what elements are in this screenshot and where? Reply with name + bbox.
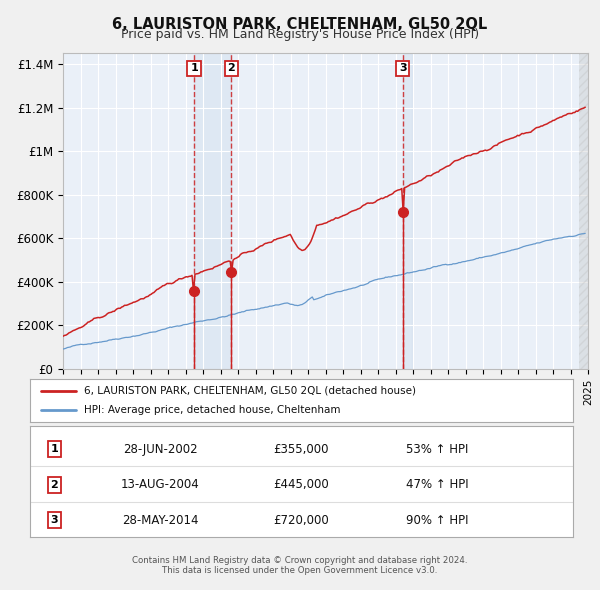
- Text: £355,000: £355,000: [274, 442, 329, 455]
- Text: HPI: Average price, detached house, Cheltenham: HPI: Average price, detached house, Chel…: [85, 405, 341, 415]
- Bar: [403, 53, 412, 369]
- Text: 1: 1: [190, 63, 198, 73]
- Text: 47% ↑ HPI: 47% ↑ HPI: [406, 478, 469, 491]
- Text: 6, LAURISTON PARK, CHELTENHAM, GL50 2QL (detached house): 6, LAURISTON PARK, CHELTENHAM, GL50 2QL …: [85, 386, 416, 396]
- Text: 3: 3: [399, 63, 406, 73]
- Text: Contains HM Land Registry data © Crown copyright and database right 2024.: Contains HM Land Registry data © Crown c…: [132, 556, 468, 565]
- Text: 1: 1: [50, 444, 58, 454]
- Text: 28-JUN-2002: 28-JUN-2002: [123, 442, 197, 455]
- Text: 90% ↑ HPI: 90% ↑ HPI: [406, 514, 469, 527]
- Text: 3: 3: [50, 515, 58, 525]
- Bar: [579, 53, 597, 369]
- Text: 53% ↑ HPI: 53% ↑ HPI: [406, 442, 469, 455]
- Bar: [194, 53, 232, 369]
- Text: 28-MAY-2014: 28-MAY-2014: [122, 514, 199, 527]
- Text: 13-AUG-2004: 13-AUG-2004: [121, 478, 200, 491]
- Text: £445,000: £445,000: [274, 478, 329, 491]
- Text: 6, LAURISTON PARK, CHELTENHAM, GL50 2QL: 6, LAURISTON PARK, CHELTENHAM, GL50 2QL: [112, 17, 488, 31]
- Text: £720,000: £720,000: [274, 514, 329, 527]
- Text: 2: 2: [50, 480, 58, 490]
- Text: 2: 2: [227, 63, 235, 73]
- Text: Price paid vs. HM Land Registry's House Price Index (HPI): Price paid vs. HM Land Registry's House …: [121, 28, 479, 41]
- Text: This data is licensed under the Open Government Licence v3.0.: This data is licensed under the Open Gov…: [163, 566, 437, 575]
